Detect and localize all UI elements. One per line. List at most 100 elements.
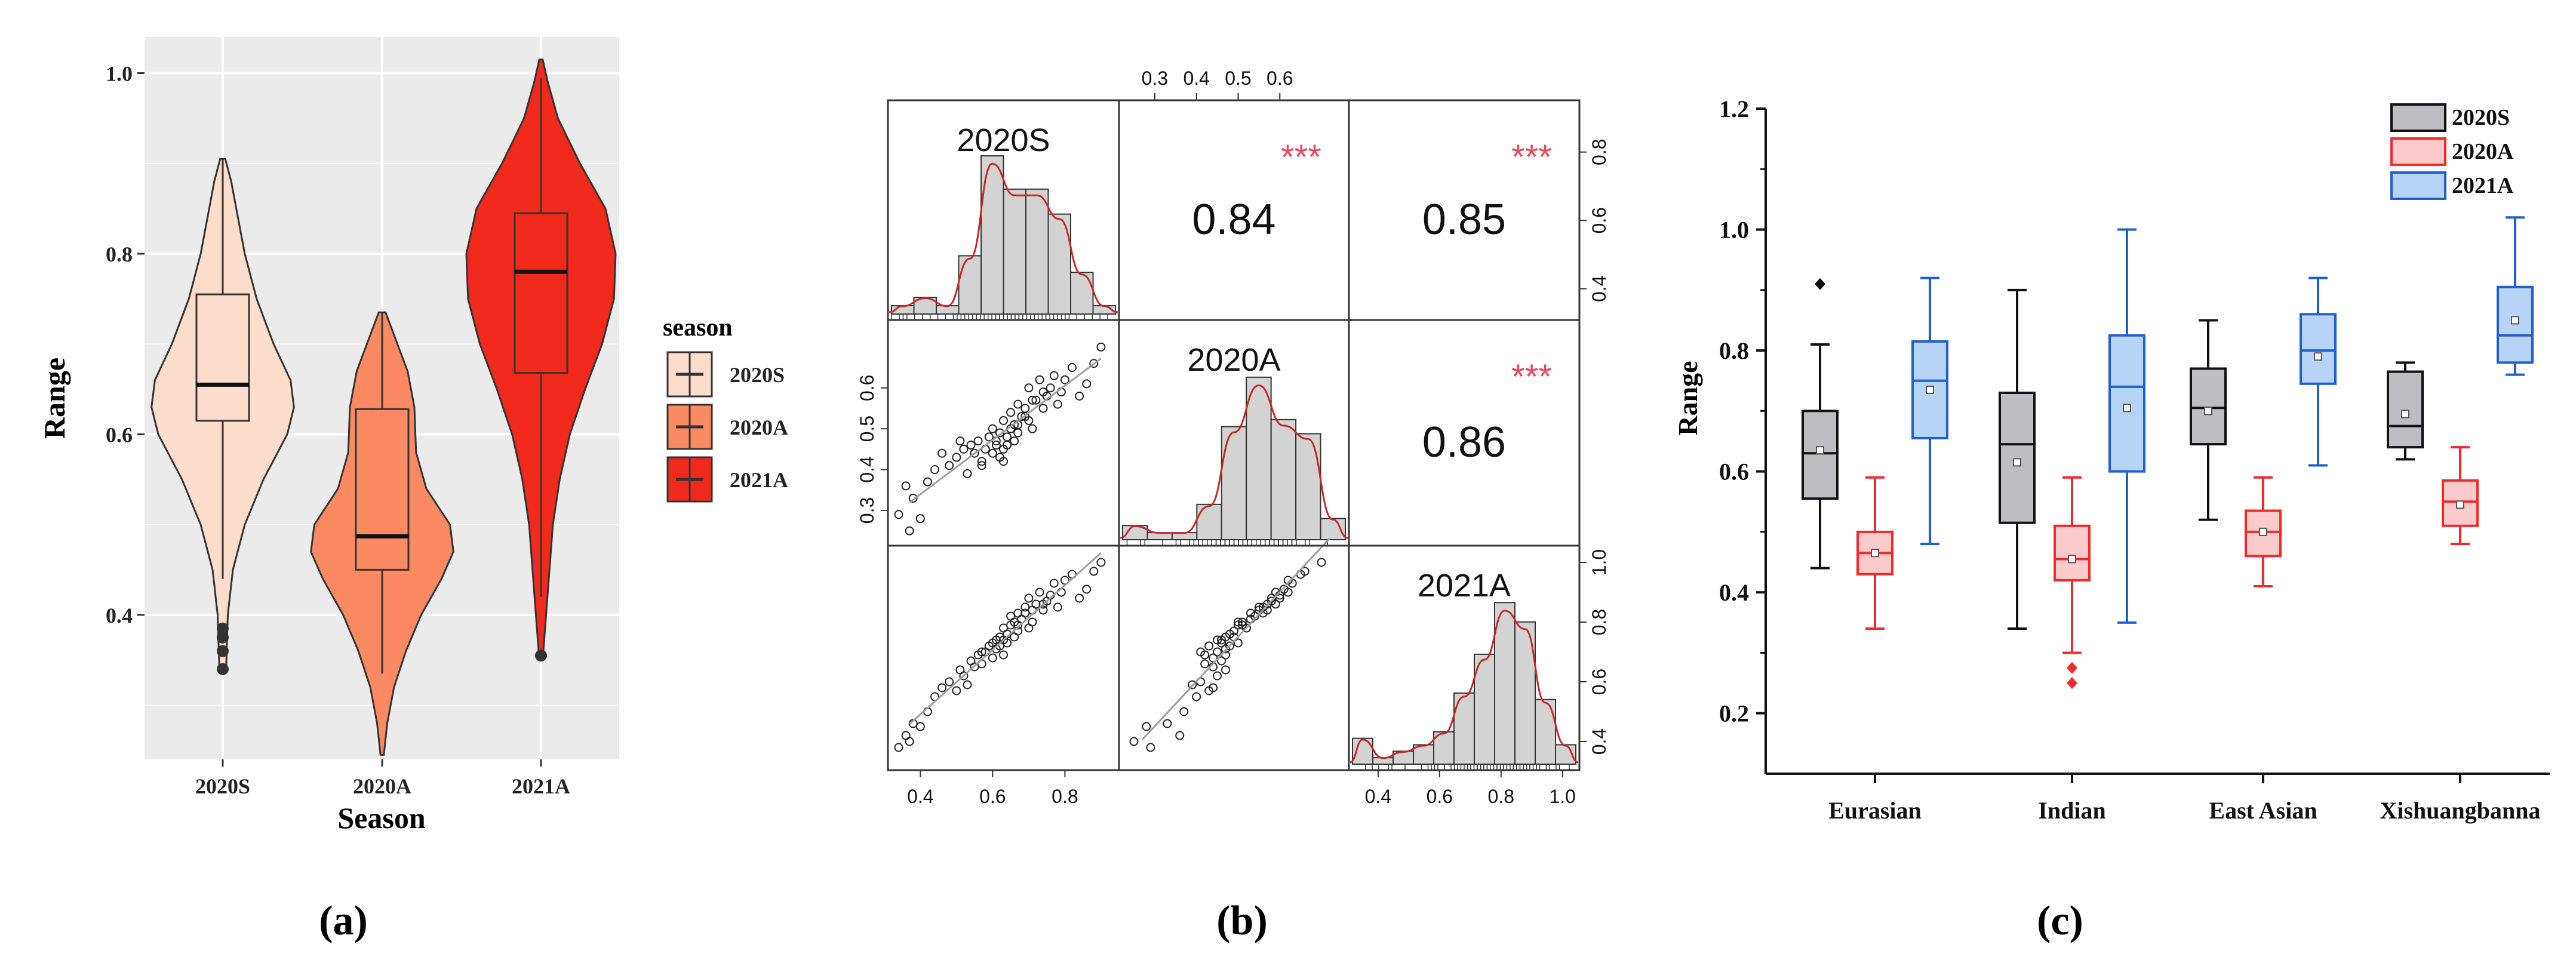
histogram-bar-2021A [1535,698,1556,765]
scatter-point [905,737,914,746]
scatter-point [952,453,961,462]
histogram-bar-2020S [980,155,1004,315]
matrix-axis-tick-label: 0.4 [1588,728,1610,755]
scatter-point [1020,608,1030,618]
scatter-point [1020,404,1030,413]
scatter-point [930,465,940,475]
violin-legend-title: season [663,314,733,341]
scatter-point [977,457,986,466]
scatter-point [1046,383,1055,393]
scatter-point [1279,584,1289,594]
box-legend-label-2020A: 2020A [2452,139,2514,164]
density-curve-2020S [889,162,1118,313]
scatter-point [1142,722,1151,731]
matrix-axis-tick-label: 0.5 [856,416,878,442]
scatter-point [1017,412,1026,421]
box-y-tick-label: 0.2 [1719,700,1749,727]
scatter-point [959,444,969,454]
scatter-point [1217,638,1226,648]
scatter-point [1028,617,1037,627]
matrix-axis-tick-label: 0.3 [856,497,878,524]
scatter-point [1082,584,1092,594]
scatter-point [963,680,972,690]
violin-y-axis-label: Range [38,358,71,439]
histogram-bar-2020S [1070,272,1094,315]
scatter-point [999,457,1008,466]
histogram-bar-2020A [1270,419,1297,540]
scatter-point [1024,383,1034,393]
significance-stars: *** [1511,138,1552,177]
violin-outlier-2021A [535,650,547,662]
violin-y-tick-label: 0.8 [106,242,133,266]
violin-outlier-2020S [217,663,229,675]
violin-x-tick-label: 2020A [353,774,411,798]
scatter-point [1213,671,1222,681]
box-2021A [2300,313,2337,385]
scatter-point [1038,404,1048,413]
box-legend-key-2021A [2390,171,2446,200]
scatter-point [1028,424,1037,433]
scatter-point [1082,379,1092,389]
scatter-point [1013,428,1023,438]
significance-stars: *** [1511,358,1552,396]
scatter-point [1049,578,1059,588]
scatter-point [999,416,1008,425]
scatter-point [977,461,986,470]
scatter-point [1075,391,1084,401]
scatter-point [1038,605,1048,615]
box-y-tick-label: 0.4 [1719,579,1749,606]
scatter-point [963,469,972,478]
violin-box-2021A [514,212,568,374]
scatter-point [1020,412,1030,421]
scatter-point [988,653,997,663]
scatter-point [1003,638,1012,648]
scatter-point [1204,641,1214,651]
scatter-point [1200,659,1210,669]
scatter-point [937,448,947,458]
matrix-axis-tick-label: 0.4 [1588,275,1610,301]
scatter-point [1175,731,1185,740]
box-2020S [2190,367,2227,446]
histogram-bar-2021A [1494,602,1516,765]
scatter-fit-line [1141,537,1331,740]
violin-x-axis-label: Season [337,801,425,835]
matrix-axis-tick-label: 0.6 [856,375,878,401]
scatter-point [970,662,979,672]
scatter-point [1053,602,1062,612]
scatter-point [894,510,903,519]
scatter-point [1010,436,1019,446]
scatter-point [1003,432,1012,442]
scatter-point [1038,599,1048,609]
scatter-point [894,743,903,752]
histogram-bar-2020S [1025,188,1049,315]
histogram-bar-2020S [1003,188,1026,315]
scatter-point [945,461,954,470]
box-x-tick-label: Eurasian [1828,797,1922,824]
scatter-point [1237,617,1247,627]
matrix-axis-tick-label: 0.3 [1142,67,1168,89]
scatter-point [1013,620,1023,630]
matrix-axis-tick-label: 0.6 [979,786,1006,807]
matrix-cell-frame [1118,544,1350,771]
scatter-point [1031,395,1041,405]
box-x-tick-label: East Asian [2209,797,2317,824]
scatter-point [952,686,961,696]
box-x-tick-label: Xishuangbanna [2380,797,2540,824]
scatter-fit-line [909,358,1102,503]
scatter-point [937,683,947,693]
scatter-point [1237,620,1247,630]
significance-stars: *** [1281,138,1321,177]
matrix-axis-tick-label: 1.0 [1588,549,1610,576]
scatter-point [1010,420,1019,429]
scatter-point [1089,567,1099,576]
scatter-point [991,635,1001,645]
box-legend-key-2020S [2390,103,2446,132]
scatter-point [945,677,954,687]
scatter-point [1129,737,1139,746]
scatter-point [901,481,911,491]
box-y-axis-label: Range [1673,361,1703,435]
scatter-point [1246,608,1255,618]
correlation-value: 0.84 [1192,196,1275,244]
panel-label-b: (b) [1216,898,1268,944]
scatter-point [1035,375,1044,384]
